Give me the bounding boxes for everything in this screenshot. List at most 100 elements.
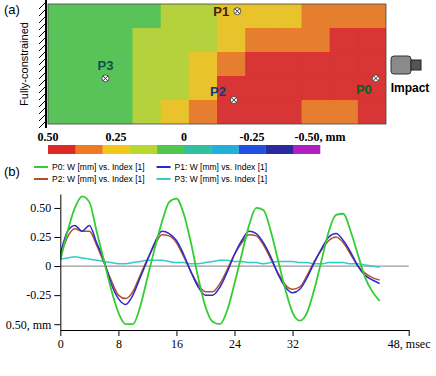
wall-hatch [39, 2, 46, 9]
point-cross [231, 98, 236, 103]
wall-hatch [39, 93, 46, 100]
colorbar-tick-label: -0.25 [240, 130, 265, 144]
colorbar-tick-label: -0.50, mm [295, 130, 346, 144]
colorbar-cell [238, 145, 266, 154]
cell [330, 100, 359, 124]
cell [104, 4, 133, 29]
colorbar-cell [293, 145, 321, 154]
y-tick-mark [54, 237, 60, 238]
legend-label: P1: W [mm] vs. Index [1] [175, 162, 268, 172]
plate-outline [48, 4, 386, 124]
point-marker [234, 8, 241, 15]
cell [161, 52, 190, 77]
cell [48, 4, 77, 29]
cell [133, 100, 162, 124]
cell [330, 52, 359, 77]
x-tick-mark [176, 330, 177, 336]
y-tick: 0.25 [30, 230, 60, 244]
y-tick-label: -0.25 [26, 288, 51, 302]
legend-swatch [34, 178, 48, 180]
cell [245, 52, 274, 77]
x-tick: 48, msec [388, 330, 431, 351]
wall-hatch [39, 107, 46, 114]
wall-hatch [39, 37, 46, 44]
point-marker [102, 75, 109, 82]
impactor-body [391, 56, 411, 74]
cell [358, 52, 386, 77]
cell [358, 100, 386, 124]
point-cross [373, 76, 378, 81]
cell [189, 52, 218, 77]
wall-hatch [39, 9, 46, 16]
cell [76, 100, 105, 124]
x-tick-label: 8 [116, 337, 122, 351]
x-tick-label: 24 [229, 337, 241, 351]
point-marker [230, 97, 237, 104]
y-tick-mark [54, 295, 60, 296]
panel-a: (a)Fully-constrainedImpactP0P1P2P30.500.… [4, 0, 429, 154]
wall-hatch [39, 72, 46, 79]
legend-swatch [157, 178, 171, 180]
cell [161, 4, 190, 29]
x-tick: 0 [58, 330, 64, 351]
wall-hatch [39, 65, 46, 72]
cell [273, 4, 302, 29]
colorbar-cell [130, 145, 158, 154]
cell [302, 76, 331, 101]
cells [48, 4, 386, 124]
wall [45, 0, 47, 128]
x-tick-label: 16 [171, 337, 183, 351]
constraint-label: Fully-constrained [18, 22, 30, 106]
impact-label: Impact [391, 81, 430, 95]
legend-label: P2: W [mm] vs. Index [1] [52, 174, 145, 184]
cell [161, 28, 190, 53]
x-tick-mark [235, 330, 236, 336]
y-tick-mark [54, 266, 60, 267]
series-line [60, 257, 379, 267]
point-cross [103, 76, 108, 81]
y-tick: 0 [45, 259, 60, 273]
point-cross [235, 9, 240, 14]
cell [133, 76, 162, 101]
y-tick-mark [54, 208, 60, 209]
cell [330, 4, 359, 29]
cell [133, 52, 162, 77]
cell [48, 52, 77, 77]
y-axis-line [60, 195, 61, 331]
cell [189, 100, 218, 124]
cell [273, 76, 302, 101]
y-tick: 0.50 [30, 201, 60, 215]
panel-b: (b)P0: W [mm] vs. Index [1]P1: W [mm] vs… [4, 162, 431, 351]
cell [217, 28, 246, 53]
wall-hatch [39, 86, 46, 93]
cell [302, 52, 331, 77]
legend-label: P0: W [mm] vs. Index [1] [52, 162, 145, 172]
cell [273, 52, 302, 77]
x-tick: 24 [229, 330, 241, 351]
cell [133, 28, 162, 53]
y-tick: 0.50, mm [6, 318, 61, 332]
x-tick-mark [293, 330, 294, 336]
cell [161, 76, 190, 101]
y-tick-mark [54, 324, 60, 325]
x-tick-label: 0 [58, 337, 64, 351]
colorbar-cell [157, 145, 185, 154]
colorbar-cell [75, 145, 103, 154]
wall-hatch [39, 79, 46, 86]
x-axis: 0 8 16 24 32 48, msec [58, 330, 431, 351]
x-tick-label: 32 [287, 337, 299, 351]
cell [76, 76, 105, 101]
colorbar-cell [211, 145, 239, 154]
cell [76, 4, 105, 29]
colorbar-cell [184, 145, 212, 154]
cell [161, 100, 190, 124]
cell [273, 28, 302, 53]
cell [245, 28, 274, 53]
wall-hatch [39, 30, 46, 37]
zero-line [60, 265, 408, 266]
impactor-tail [411, 60, 421, 70]
colorbar-tick-label: 0.50 [38, 130, 59, 144]
colorbar-cell [102, 145, 129, 154]
legend-swatch [34, 166, 48, 168]
x-tick-mark [118, 330, 119, 336]
